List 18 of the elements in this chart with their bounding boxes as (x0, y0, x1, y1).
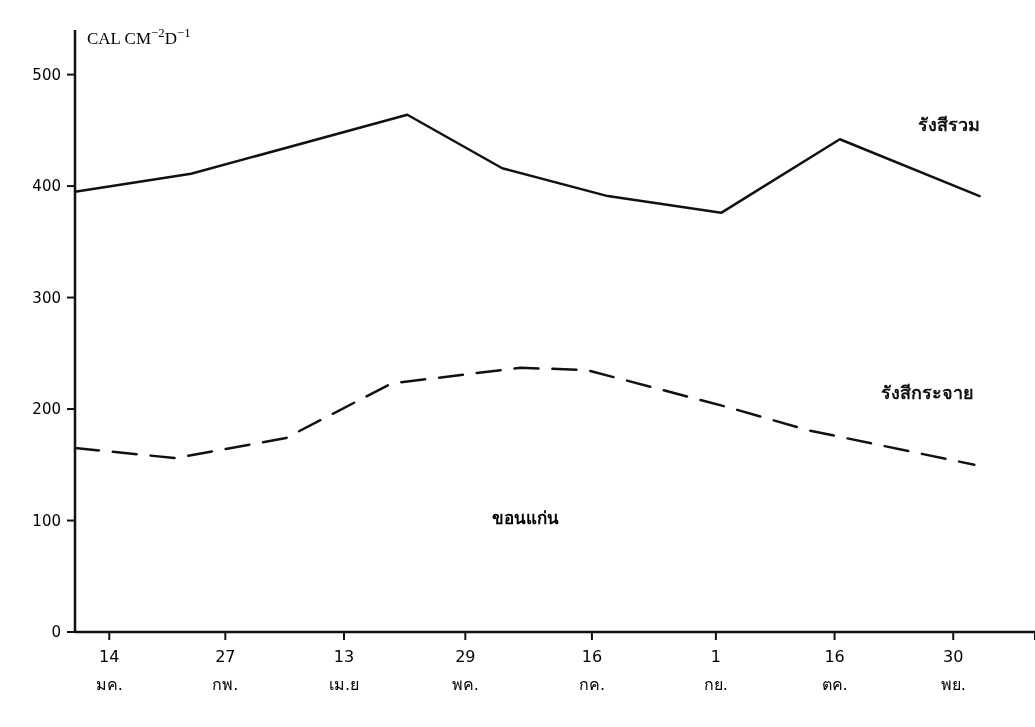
x-tick-label: 14 มค. (95, 647, 123, 694)
x-tick-label: 29 พค. (451, 647, 479, 694)
y-tick-label: 300 (32, 288, 61, 307)
y-tick-label: 400 (32, 177, 61, 196)
text: รังสีกระจาย (881, 381, 975, 403)
x-tick-label: 30 พย. (940, 647, 966, 694)
x-tick-label: 13 เม.ย (328, 647, 360, 694)
y-axis-title: CAL CM$^{−2}$D$^{−1}$ (87, 26, 191, 48)
y-tick-label: 500 (32, 65, 61, 84)
x-tick-label: 16 ตค. (821, 647, 848, 694)
y-tick-label: 0 (51, 623, 61, 641)
y-tick-label: 200 (32, 400, 61, 419)
y-tick-label: 100 (32, 511, 61, 530)
series-label: รังสีรวม (917, 114, 980, 136)
x-tick-label: 27 กพ. (212, 647, 239, 694)
x-tick-label: 1 กย. (703, 647, 728, 694)
annotation: ขอนแก่น (491, 507, 559, 528)
x-tick-label: 16 กค. (578, 647, 605, 694)
